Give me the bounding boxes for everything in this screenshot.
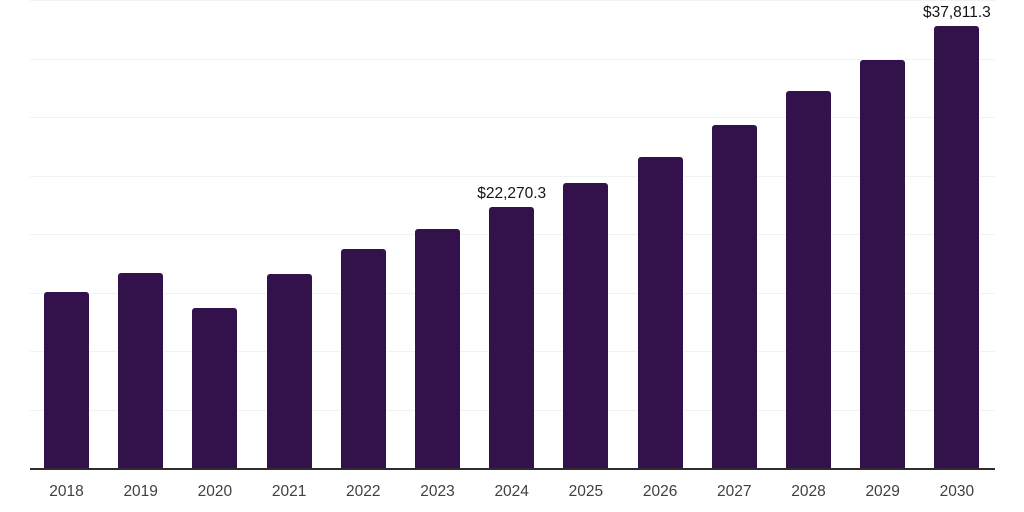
bar-2028 bbox=[786, 91, 831, 468]
bar-2019 bbox=[118, 272, 164, 468]
gridline-35000 bbox=[30, 58, 995, 60]
bar-2022 bbox=[340, 249, 386, 468]
plot-area: $22,270.3 $37,811.3 bbox=[30, 0, 995, 470]
bar-2024 bbox=[489, 207, 535, 468]
x-label-2020: 2020 bbox=[197, 483, 233, 500]
gridline-25000 bbox=[30, 175, 995, 177]
x-label-2029: 2029 bbox=[865, 483, 900, 500]
bar-2027 bbox=[711, 125, 757, 468]
x-label-2026: 2026 bbox=[642, 483, 678, 500]
bar-2030 bbox=[934, 25, 980, 468]
bar-2029 bbox=[860, 59, 906, 468]
bar-2018 bbox=[44, 291, 89, 468]
bar-2020 bbox=[192, 307, 238, 468]
x-axis-tick-labels: 2018 2019 2020 2021 2022 2023 2024 2025 2026 2027… bbox=[30, 484, 995, 504]
bar-2023 bbox=[415, 229, 460, 468]
x-label-2021: 2021 bbox=[271, 483, 307, 500]
x-label-2019: 2019 bbox=[123, 483, 158, 500]
x-label-2027: 2027 bbox=[717, 483, 752, 500]
x-label-2023: 2023 bbox=[420, 483, 455, 500]
x-label-2025: 2025 bbox=[568, 483, 604, 500]
bar-2025 bbox=[563, 183, 609, 468]
x-label-2024: 2024 bbox=[494, 483, 529, 500]
gridline-30000 bbox=[30, 117, 995, 118]
bar-2021 bbox=[266, 273, 312, 468]
x-label-2030: 2030 bbox=[939, 483, 975, 500]
x-label-2018: 2018 bbox=[49, 483, 84, 500]
x-axis-line bbox=[30, 468, 995, 470]
x-label-2028: 2028 bbox=[791, 483, 826, 500]
data-label-2030: $37,811.3 bbox=[922, 3, 991, 21]
bar-2026 bbox=[637, 156, 683, 468]
x-label-2022: 2022 bbox=[346, 483, 381, 500]
data-label-2024: $22,270.3 bbox=[477, 185, 547, 203]
gridline-40000 bbox=[30, 0, 995, 1]
